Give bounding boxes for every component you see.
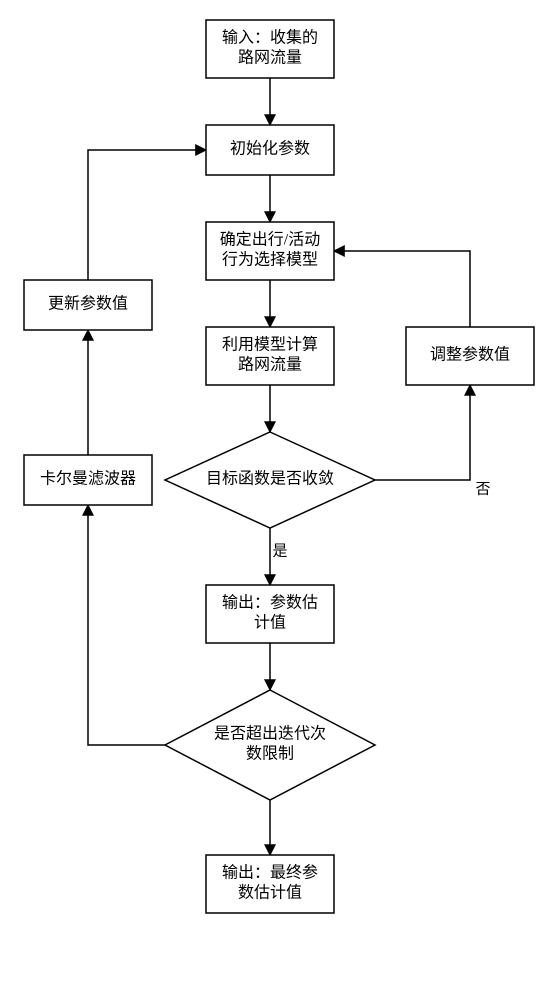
node-n10-line0: 卡尔曼滤波器 bbox=[40, 470, 136, 488]
node-n2-line0: 初始化参数 bbox=[230, 140, 310, 158]
edge-n5-n9 bbox=[375, 385, 470, 480]
node-n1-line1: 路网流量 bbox=[238, 49, 302, 67]
node-n1-line0: 输入：收集的 bbox=[222, 29, 318, 47]
node-n4-line1: 路网流量 bbox=[238, 356, 302, 374]
node-n7-line0: 是否超出迭代次 bbox=[214, 725, 326, 743]
node-n8-line1: 数估计值 bbox=[238, 884, 302, 902]
flowchart: 是否输入：收集的路网流量初始化参数确定出行/活动行为选择模型利用模型计算路网流量… bbox=[0, 0, 553, 1000]
edge-label-n5-n9: 否 bbox=[475, 481, 490, 497]
edge-n9-n3 bbox=[334, 251, 470, 327]
node-n6-line1: 计值 bbox=[254, 614, 286, 632]
node-n5-line0: 目标函数是否收敛 bbox=[206, 470, 334, 488]
node-n4-line0: 利用模型计算 bbox=[222, 335, 318, 354]
edge-n7-n10 bbox=[88, 505, 165, 745]
edge-n11-n2 bbox=[88, 150, 206, 280]
node-n3-line1: 行为选择模型 bbox=[222, 251, 318, 269]
node-n8-line0: 输出：最终参 bbox=[222, 864, 318, 882]
node-n11-line0: 更新参数值 bbox=[48, 295, 128, 313]
node-n3-line0: 确定出行/活动 bbox=[220, 231, 320, 249]
node-n7-line1: 数限制 bbox=[246, 745, 294, 763]
node-n9-line0: 调整参数值 bbox=[430, 346, 510, 364]
node-n6-line0: 输出：参数估 bbox=[222, 594, 318, 612]
edge-label-n5-n6: 是 bbox=[272, 543, 287, 559]
